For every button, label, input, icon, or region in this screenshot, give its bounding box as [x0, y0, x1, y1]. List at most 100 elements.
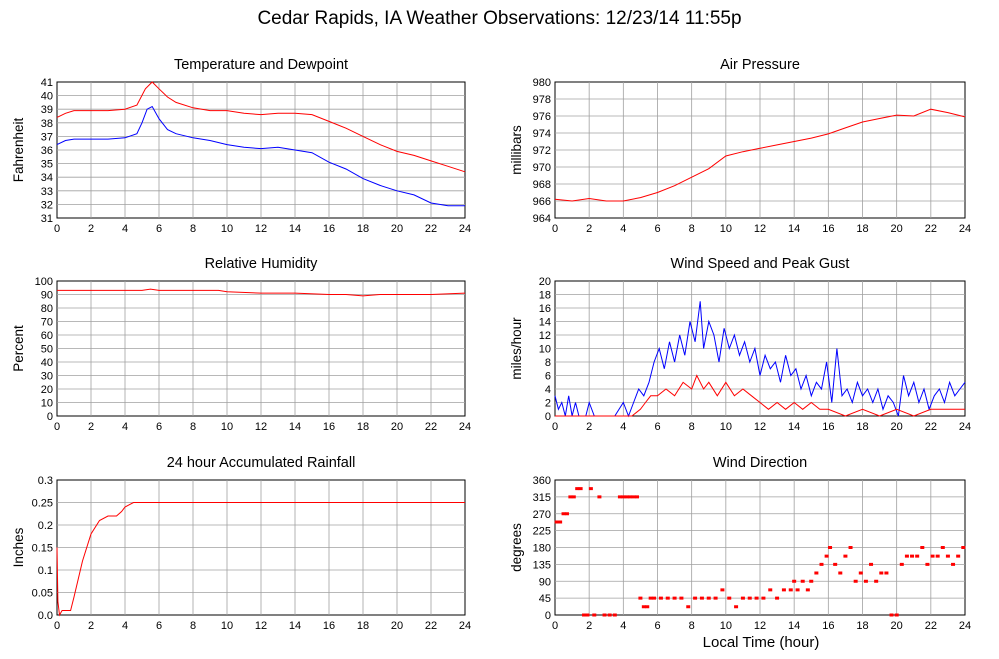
data-point: [956, 554, 961, 558]
data-point: [809, 579, 814, 583]
x-tick-label: 4: [122, 620, 128, 632]
y-tick-label: 100: [35, 276, 53, 288]
y-axis-label: degrees: [509, 523, 524, 572]
y-tick-label: 40: [41, 357, 53, 369]
x-tick-label: 18: [856, 421, 868, 433]
x-tick-label: 22: [925, 421, 937, 433]
y-tick-label: 38: [41, 118, 53, 130]
y-tick-label: 20: [41, 384, 53, 396]
data-point: [648, 596, 653, 600]
data-point: [652, 596, 657, 600]
chart-air-pressure: 0 2 4 6 8 10 12 14 16 18 20 22 249649669689709729749…: [509, 57, 971, 235]
x-tick-label: 18: [357, 620, 369, 632]
y-tick-label: 974: [533, 128, 551, 140]
x-tick-label: 0: [54, 620, 60, 632]
data-point: [554, 520, 559, 524]
data-point: [727, 596, 732, 600]
data-point: [686, 605, 691, 609]
x-tick-label: 16: [822, 223, 834, 235]
x-tick-label: 22: [425, 421, 437, 433]
x-tick-label: 4: [620, 223, 626, 235]
data-point: [805, 588, 810, 592]
data-point: [635, 495, 639, 499]
x-tick-label: 22: [925, 620, 937, 632]
x-tick-label: 12: [754, 223, 766, 235]
data-point: [935, 554, 940, 558]
data-point: [792, 579, 797, 583]
data-point: [843, 554, 848, 558]
data-point: [879, 571, 884, 575]
data-point: [558, 520, 563, 524]
y-tick-label: 225: [533, 526, 551, 538]
data-point: [641, 605, 646, 609]
y-tick-label: 6: [545, 371, 551, 383]
chart-title: Wind Direction: [713, 455, 807, 471]
y-tick-label: 970: [533, 162, 551, 174]
x-tick-label: 6: [654, 620, 660, 632]
data-point: [617, 495, 622, 499]
x-tick-label: 0: [552, 620, 558, 632]
chart-temperature-and-dewpoint: 0 2 4 6 8 10 12 14 16 18 20 22 243132333435363738394…: [11, 57, 471, 235]
x-tick-label: 22: [425, 223, 437, 235]
x-tick-label: 2: [586, 620, 592, 632]
data-point: [734, 605, 739, 609]
data-point: [720, 588, 725, 592]
y-tick-label: 0: [545, 411, 551, 423]
y-tick-label: 978: [533, 94, 551, 106]
y-tick-label: 90: [41, 290, 53, 302]
y-tick-label: 35: [41, 159, 53, 171]
x-tick-label: 4: [122, 421, 128, 433]
x-tick-label: 12: [255, 223, 267, 235]
series-line-red: [554, 108, 966, 202]
data-point: [602, 613, 607, 617]
y-tick-label: 50: [41, 344, 53, 356]
data-point: [930, 554, 935, 558]
x-tick-label: 20: [391, 223, 403, 235]
y-tick-label: 0.15: [32, 543, 53, 555]
y-tick-label: 966: [533, 196, 551, 208]
x-tick-label: 10: [221, 620, 233, 632]
data-point: [800, 579, 805, 583]
data-point: [693, 596, 698, 600]
data-point: [838, 571, 843, 575]
data-point: [607, 613, 612, 617]
data-point: [561, 512, 566, 516]
data-point: [597, 495, 602, 499]
x-tick-label: 16: [323, 223, 335, 235]
y-tick-label: 180: [533, 543, 551, 555]
x-tick-label: 6: [654, 421, 660, 433]
y-tick-label: 135: [533, 559, 551, 571]
data-point: [795, 588, 800, 592]
y-tick-label: 10: [539, 344, 551, 356]
data-point: [761, 596, 766, 600]
x-tick-label: 10: [720, 223, 732, 235]
data-point: [788, 588, 793, 592]
x-tick-label: 0: [54, 421, 60, 433]
x-axis-footer-label: Local Time (hour): [702, 634, 820, 651]
x-tick-label: 16: [323, 421, 335, 433]
y-tick-label: 90: [539, 576, 551, 588]
series-line-red: [555, 374, 965, 417]
x-tick-label: 16: [822, 421, 834, 433]
x-tick-label: 24: [459, 421, 471, 433]
y-tick-label: 31: [41, 213, 53, 225]
data-point: [961, 546, 966, 549]
data-point: [828, 546, 833, 549]
data-point: [853, 579, 858, 583]
data-point: [781, 588, 786, 592]
data-point: [747, 596, 752, 600]
chart-title: 24 hour Accumulated Rainfall: [167, 455, 356, 471]
x-tick-label: 12: [754, 620, 766, 632]
page-title: Cedar Rapids, IA Weather Observations: 1…: [257, 8, 742, 29]
y-tick-label: 0: [47, 411, 53, 423]
data-point: [869, 562, 874, 566]
chart-title: Air Pressure: [720, 57, 800, 73]
data-point: [713, 596, 718, 600]
data-point: [894, 613, 899, 617]
data-point: [638, 596, 643, 600]
y-tick-label: 315: [533, 492, 551, 504]
y-tick-label: 0.05: [32, 588, 53, 600]
data-point: [858, 571, 863, 575]
series-line-blue: [56, 105, 465, 207]
x-tick-label: 14: [289, 421, 301, 433]
